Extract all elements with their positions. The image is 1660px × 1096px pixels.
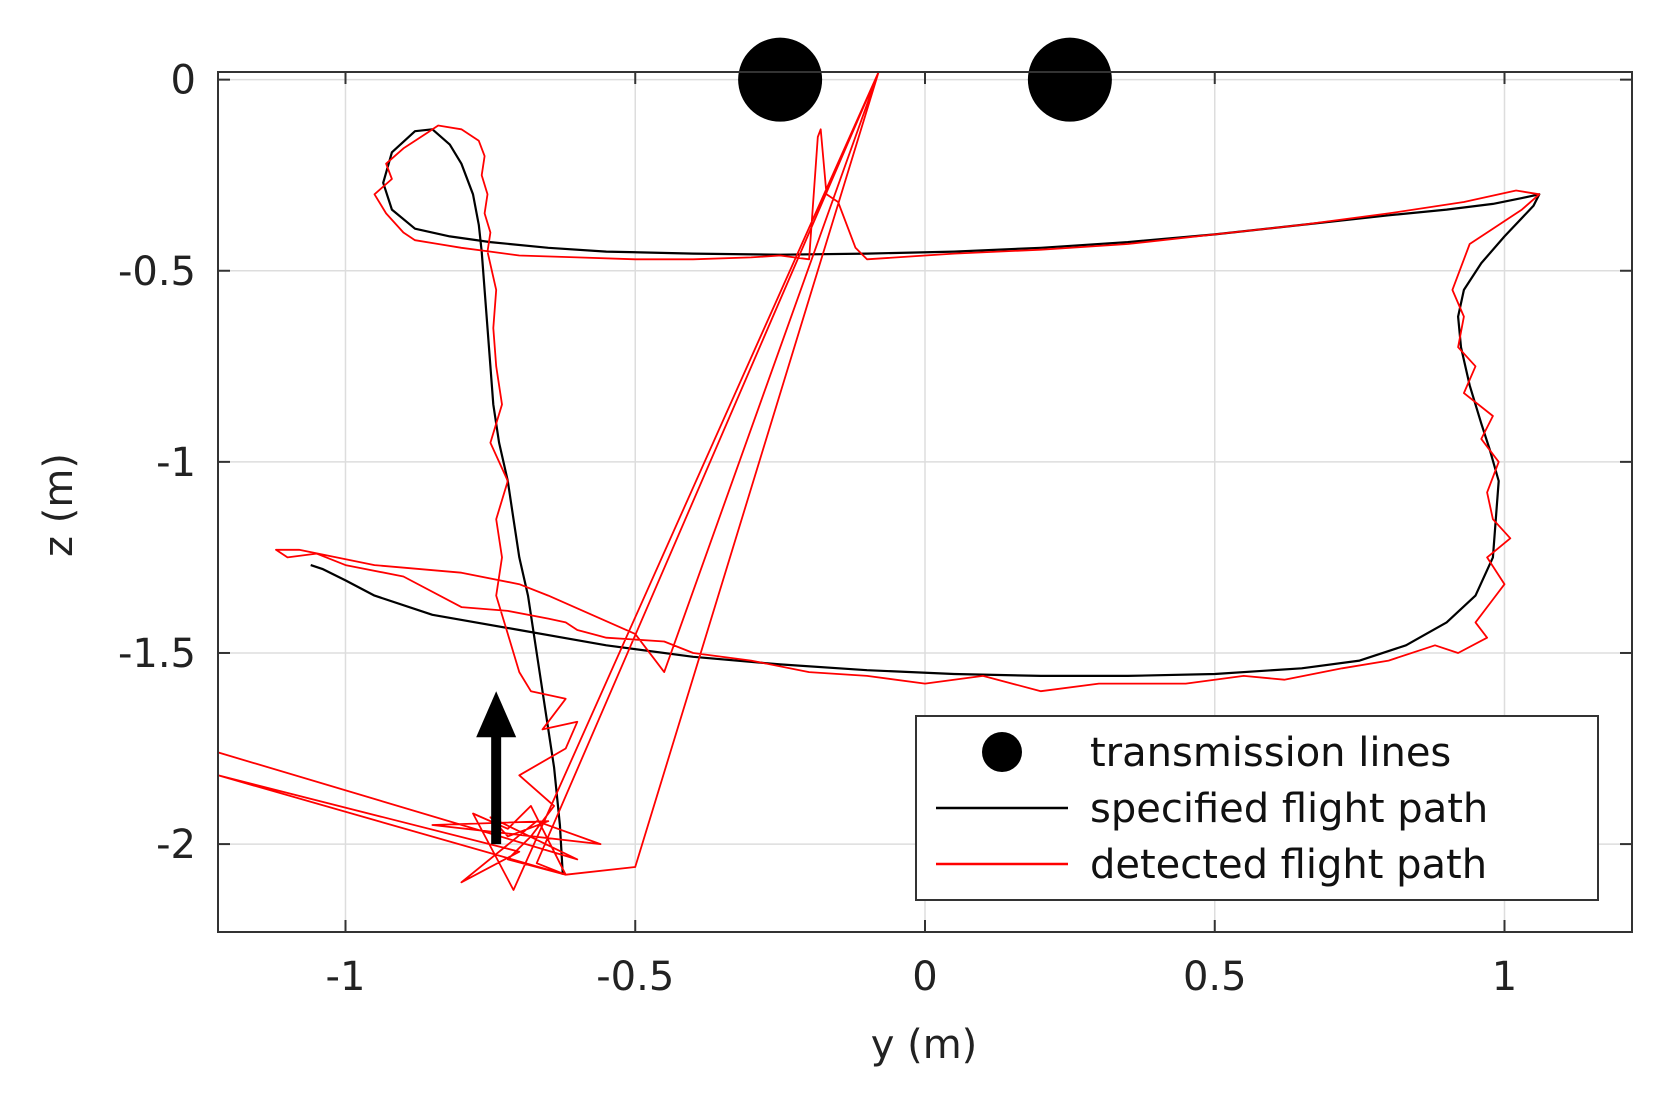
x-tick-label: 1 <box>1492 954 1517 1000</box>
x-axis-label: y (m) <box>871 1022 978 1068</box>
y-tick-label: -0.5 <box>118 249 196 295</box>
legend-marker-transmission <box>982 732 1022 772</box>
direction-arrow-head <box>476 691 517 738</box>
transmission-line-marker <box>1027 37 1112 122</box>
legend: transmission lines specified flight path d… <box>915 715 1599 901</box>
x-tick-label: 0.5 <box>1183 954 1247 1000</box>
x-tick-label: 0 <box>912 954 937 1000</box>
y-tick-label: -1 <box>156 440 196 486</box>
y-tick-label: -2 <box>156 822 196 868</box>
x-tick-label: -1 <box>326 954 366 1000</box>
x-tick-label: -0.5 <box>596 954 674 1000</box>
legend-entry-label: detected flight path <box>1090 842 1487 888</box>
y-axis-label: z (m) <box>36 453 82 557</box>
axes: -1 -0.5 0 0.5 1 0 -0.5 -1 -1.5 -2 <box>118 58 1633 1000</box>
legend-entry-label: transmission lines <box>1090 730 1451 776</box>
legend-entry-label: specified flight path <box>1090 786 1488 832</box>
y-tick-label: 0 <box>171 58 196 104</box>
plot-series <box>217 37 1541 891</box>
transmission-line-marker <box>738 37 823 122</box>
y-tick-label: -1.5 <box>118 631 196 677</box>
annotations <box>476 691 517 845</box>
detected-flight-path-line <box>217 71 1541 891</box>
